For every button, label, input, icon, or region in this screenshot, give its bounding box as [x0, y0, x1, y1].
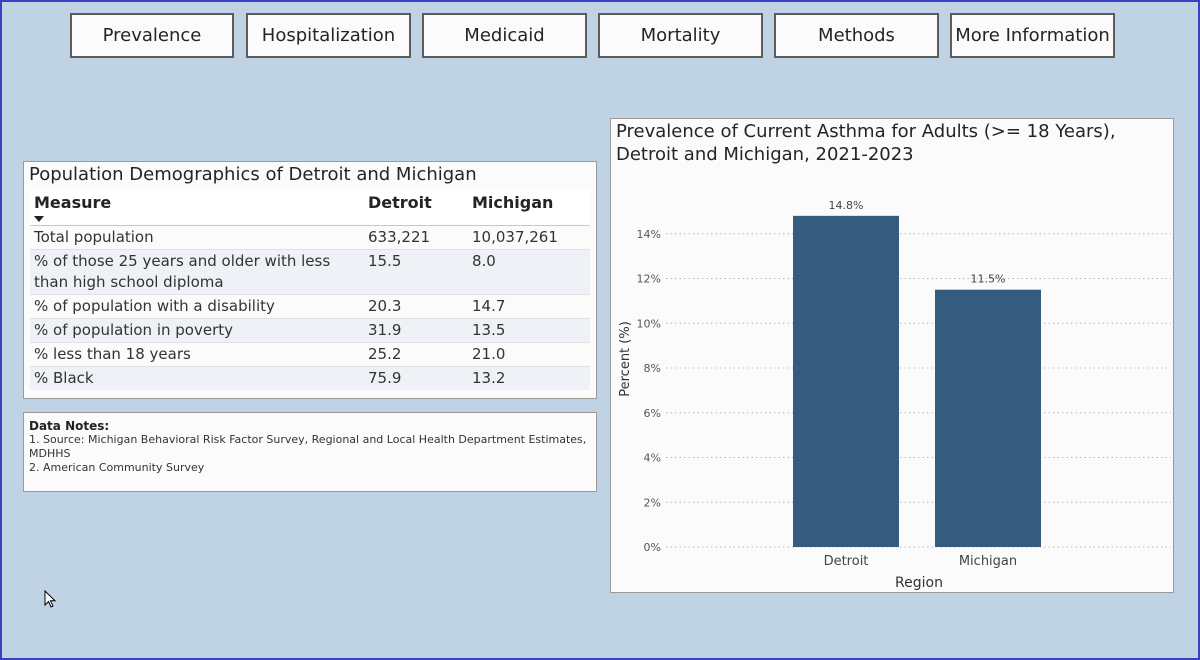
- mouse-cursor-icon: [44, 590, 57, 608]
- y-axis-label: Percent (%): [618, 321, 633, 397]
- cell-measure: % less than 18 years: [30, 342, 364, 367]
- nav-more-information-button[interactable]: More Information: [950, 13, 1115, 58]
- cell-michigan: 21.0: [468, 342, 590, 367]
- chart-title: Prevalence of Current Asthma for Adults …: [616, 121, 1116, 165]
- cell-michigan: 13.5: [468, 318, 590, 343]
- cell-detroit: 20.3: [364, 294, 468, 319]
- bar-detroit[interactable]: [793, 215, 899, 547]
- cell-michigan: 13.2: [468, 366, 590, 390]
- column-header-measure[interactable]: Measure: [30, 189, 364, 226]
- cell-michigan: 10,037,261: [468, 225, 590, 250]
- nav-prevalence-button[interactable]: Prevalence: [70, 13, 234, 58]
- cell-detroit: 31.9: [364, 318, 468, 343]
- table-row: % Black 75.9 13.2: [30, 366, 590, 390]
- cell-detroit: 15.5: [364, 249, 468, 295]
- y-tick-label: 12%: [637, 273, 661, 286]
- cell-measure: % of those 25 years and older with less …: [30, 249, 364, 295]
- demographics-table: Measure Detroit Michigan Total populatio…: [30, 189, 590, 390]
- cell-measure: % of population with a disability: [30, 294, 364, 319]
- asthma-chart-card: Prevalence of Current Asthma for Adults …: [610, 118, 1174, 593]
- column-header-detroit[interactable]: Detroit: [364, 189, 468, 226]
- data-label: 14.8%: [829, 199, 864, 212]
- asthma-prevalence-chart: 0% 2% 4% 6% 8% 10% 12% 14% 14.8% Detroit 11.5% Mic…: [618, 199, 1171, 591]
- y-tick-label: 0%: [644, 541, 661, 554]
- cell-michigan: 14.7: [468, 294, 590, 319]
- data-notes-header: Data Notes:: [29, 419, 110, 433]
- table-row: % of population in poverty 31.9 13.5: [30, 318, 590, 343]
- cell-detroit: 75.9: [364, 366, 468, 390]
- y-tick-label: 2%: [644, 496, 661, 509]
- data-label: 11.5%: [971, 273, 1006, 286]
- table-row: % of population with a disability 20.3 1…: [30, 294, 590, 319]
- cell-measure: % of population in poverty: [30, 318, 364, 343]
- data-notes-card: Data Notes: 1. Source: Michigan Behavior…: [23, 412, 597, 492]
- table-title: Population Demographics of Detroit and M…: [29, 164, 477, 185]
- column-header-michigan[interactable]: Michigan: [468, 189, 590, 226]
- data-note-source: 1. Source: Michigan Behavioral Risk Fact…: [29, 433, 587, 460]
- y-tick-label: 8%: [644, 362, 661, 375]
- x-tick-label: Michigan: [959, 554, 1017, 569]
- sort-descending-icon[interactable]: [34, 216, 44, 222]
- cell-measure: % Black: [30, 366, 364, 390]
- y-tick-label: 6%: [644, 407, 661, 420]
- table-row: % of those 25 years and older with less …: [30, 249, 590, 295]
- nav-medicaid-button[interactable]: Medicaid: [422, 13, 587, 58]
- nav-hospitalization-button[interactable]: Hospitalization: [246, 13, 411, 58]
- cell-measure: Total population: [30, 225, 364, 250]
- table-row: % less than 18 years 25.2 21.0: [30, 342, 590, 367]
- cell-detroit: 25.2: [364, 342, 468, 367]
- table-header-row: Measure Detroit Michigan: [30, 189, 590, 226]
- nav-mortality-button[interactable]: Mortality: [598, 13, 763, 58]
- y-tick-label: 14%: [637, 228, 661, 241]
- bar-michigan[interactable]: [935, 289, 1041, 547]
- data-note-acs: 2. American Community Survey: [29, 461, 205, 474]
- cell-detroit: 633,221: [364, 225, 468, 250]
- table-row: Total population 633,221 10,037,261: [30, 225, 590, 250]
- column-header-label: Measure: [34, 193, 112, 212]
- demographics-table-card: Population Demographics of Detroit and M…: [23, 161, 597, 399]
- y-tick-label: 10%: [637, 317, 661, 330]
- x-axis-label: Region: [895, 575, 943, 591]
- x-tick-label: Detroit: [824, 554, 869, 569]
- y-tick-label: 4%: [644, 452, 661, 465]
- cell-michigan: 8.0: [468, 249, 590, 295]
- nav-methods-button[interactable]: Methods: [774, 13, 939, 58]
